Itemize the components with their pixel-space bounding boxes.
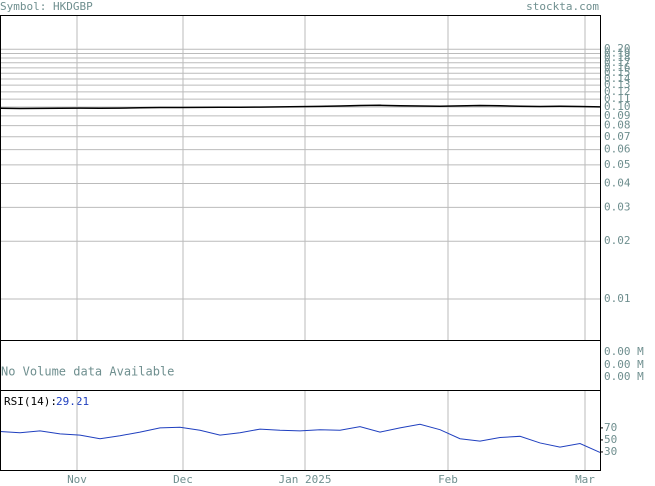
- rsi-line: [0, 423, 601, 453]
- y-tick-label: 0.05: [604, 158, 631, 171]
- rsi-value: 29.21: [56, 395, 89, 408]
- y-tick-label: 70: [604, 421, 617, 434]
- panel-frame: [0, 15, 601, 341]
- y-tick-label: 0.03: [604, 200, 631, 213]
- volume-label: 0.00 M: [604, 370, 644, 383]
- y-tick-label: 0.07: [604, 130, 631, 143]
- volume-label: 0.00 M: [604, 345, 644, 358]
- y-tick-label: 0.02: [604, 234, 631, 247]
- y-tick-label: 0.10: [604, 100, 631, 113]
- x-tick-label: Feb: [438, 473, 458, 486]
- x-tick-label: Mar: [575, 473, 595, 486]
- panel-frame: [0, 390, 601, 471]
- y-tick-label: 0.13: [604, 78, 631, 91]
- y-tick-label: 0.08: [604, 119, 631, 132]
- volume-label: 0.00 M: [604, 358, 644, 371]
- y-tick-label: 0.20: [604, 42, 631, 55]
- x-tick-label: Jan 2025: [279, 473, 332, 486]
- y-tick-label: 0.12: [604, 85, 631, 98]
- site: stockta.com: [526, 0, 599, 13]
- y-tick-label: 0.09: [604, 109, 631, 122]
- y-tick-label: 0.19: [604, 47, 631, 60]
- y-tick-label: 0.11: [604, 92, 631, 105]
- y-tick-label: 0.16: [604, 61, 631, 74]
- x-tick-label: Nov: [67, 473, 87, 486]
- volume-note: No Volume data Available: [1, 365, 174, 379]
- y-tick-label: 0.04: [604, 176, 631, 189]
- y-tick-label: 50: [604, 433, 617, 446]
- symbol: Symbol: HKDGBP: [0, 0, 93, 13]
- y-tick-label: 0.17: [604, 56, 631, 69]
- y-tick-label: 0.15: [604, 66, 631, 79]
- rsi-label: RSI(14):: [4, 395, 57, 408]
- price-line: [0, 104, 601, 110]
- y-tick-label: 0.01: [604, 292, 631, 305]
- y-tick-label: 0.14: [604, 72, 631, 85]
- y-tick-label: 30: [604, 445, 617, 458]
- y-tick-label: 0.18: [604, 51, 631, 64]
- x-tick-label: Dec: [173, 473, 193, 486]
- y-tick-label: 0.06: [604, 143, 631, 156]
